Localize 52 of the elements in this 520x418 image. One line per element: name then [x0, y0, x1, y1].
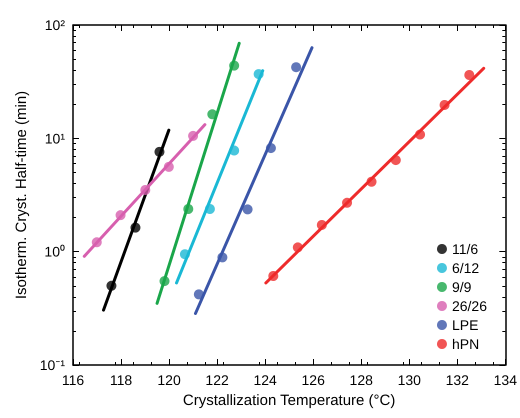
point	[266, 143, 276, 154]
legend-label: hPN	[452, 336, 480, 352]
x-tick-label: 122	[205, 372, 229, 388]
point	[415, 130, 426, 140]
point	[188, 130, 198, 141]
point	[92, 237, 102, 248]
point	[204, 204, 215, 214]
point	[316, 220, 327, 230]
point	[217, 252, 228, 262]
point	[390, 155, 401, 166]
x-tick-label: 120	[157, 372, 181, 388]
x-tick-label: 132	[446, 372, 470, 388]
point	[291, 62, 302, 72]
point	[130, 222, 140, 233]
point	[154, 146, 164, 157]
legend-label: 26/26	[452, 298, 488, 314]
legend-label: 11/6	[452, 241, 478, 257]
point	[464, 70, 474, 80]
point	[116, 210, 126, 220]
x-tick-label: 124	[253, 372, 278, 388]
point	[180, 249, 190, 260]
y-tick-label: 10¹	[44, 130, 66, 146]
point	[140, 185, 150, 196]
point	[242, 204, 253, 214]
x-tick-label: 126	[302, 372, 326, 388]
y-tick-label: 10⁻¹	[40, 357, 66, 373]
legend-label: 6/12	[452, 260, 480, 276]
x-tick-label: 116	[62, 372, 84, 388]
point	[268, 271, 278, 281]
point	[160, 276, 170, 286]
x-tick-label: 134	[494, 372, 518, 388]
point	[229, 146, 240, 156]
point	[254, 69, 264, 80]
x-tick-label: 130	[398, 372, 422, 388]
x-tick-label: 118	[110, 372, 132, 388]
point	[440, 100, 450, 110]
point	[229, 60, 240, 71]
legend-label: LPE	[452, 317, 478, 333]
point	[342, 198, 352, 208]
x-tick-label: 128	[350, 372, 374, 388]
point	[164, 162, 174, 172]
point	[183, 204, 194, 214]
point	[366, 176, 377, 187]
point	[106, 280, 116, 291]
x-axis-title: Crystallization Temperature (°C)	[182, 392, 396, 409]
y-tick-label: 10²	[44, 17, 66, 33]
point	[194, 289, 204, 300]
y-axis-title: Isotherm. Cryst. Half-time (min)	[12, 90, 30, 300]
legend-label: 9/9	[452, 279, 472, 295]
point	[207, 109, 218, 120]
y-tick-label: 10⁰	[44, 244, 65, 260]
point	[292, 242, 303, 252]
